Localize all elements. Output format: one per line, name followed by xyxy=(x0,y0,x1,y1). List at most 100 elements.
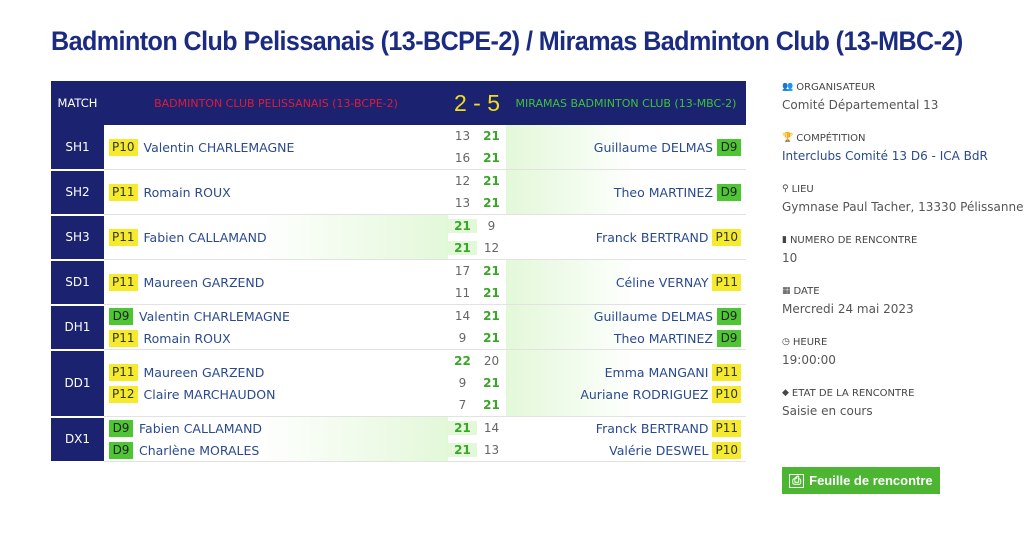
set-scores: 17 21 11 21 xyxy=(448,259,506,305)
set-scores: 12 21 13 21 xyxy=(448,169,506,215)
away-set-score: 21 xyxy=(483,286,500,300)
away-set-score: 20 xyxy=(483,354,500,368)
home-set-score: 12 xyxy=(454,174,471,188)
info-label-text: LIEU xyxy=(791,183,814,195)
player-name[interactable]: Maureen GARZEND xyxy=(143,274,265,290)
info-item-etat-de-la-rencontre: ◆ ETAT DE LA RENCONTRE Saisie en cours xyxy=(782,386,1022,419)
set-score-row: 21 14 xyxy=(448,417,506,439)
info-value: 10 xyxy=(782,251,798,265)
page-title: Badminton Club Pelissanais (13-BCPE-2) /… xyxy=(51,26,963,56)
info-label-text: DATE xyxy=(793,285,820,297)
away-players: Franck BERTRAND P10 xyxy=(506,214,746,260)
match-table: MATCH BADMINTON CLUB PELISSANAIS (13-BCP… xyxy=(51,81,746,463)
player-name[interactable]: Theo MARTINEZ xyxy=(613,184,713,200)
match-sheet-button[interactable]: ⎙ Feuille de rencontre xyxy=(782,467,940,494)
home-set-score: 21 xyxy=(448,443,477,457)
set-score-row: 13 21 xyxy=(448,192,506,214)
match-row-sh3: SH3 P11 Fabien CALLAMAND 21 9 21 12 Franck BERT… xyxy=(51,214,746,261)
rank-badge: D9 xyxy=(717,183,741,201)
home-players: P11 Maureen GARZEND xyxy=(104,259,448,305)
home-set-score: 13 xyxy=(454,129,471,143)
player-name[interactable]: Valentin CHARLEMAGNE xyxy=(139,308,290,324)
set-score-row: 16 21 xyxy=(448,147,506,169)
player-name[interactable]: Auriane RODRIGUEZ xyxy=(580,386,709,402)
player-entry: Guillaume DELMAS D9 xyxy=(506,136,746,158)
player-name[interactable]: Romain ROUX xyxy=(143,184,231,200)
match-code: SD1 xyxy=(51,259,104,306)
home-team-name[interactable]: BADMINTON CLUB PELISSANAIS (13-BCPE-2) xyxy=(104,81,448,125)
player-name[interactable]: Romain ROUX xyxy=(143,330,231,346)
player-name[interactable]: Theo MARTINEZ xyxy=(613,330,713,346)
info-value[interactable]: Interclubs Comité 13 D6 - ICA BdR xyxy=(782,149,988,163)
info-label-text: ETAT DE LA RENCONTRE xyxy=(791,387,915,399)
info-label: ◷ HEURE xyxy=(782,335,1022,349)
player-entry: Theo MARTINEZ D9 xyxy=(506,327,746,349)
player-name[interactable]: Fabien CALLAMAND xyxy=(139,420,263,436)
info-item-comp-tition: 🏆 COMPÉTITION Interclubs Comité 13 D6 - IC… xyxy=(782,131,1022,164)
away-set-score: 14 xyxy=(483,421,500,435)
table-header-row: MATCH BADMINTON CLUB PELISSANAIS (13-BCP… xyxy=(51,81,746,125)
away-players: Theo MARTINEZ D9 xyxy=(506,169,746,215)
rank-badge: P11 xyxy=(712,273,741,291)
trophy-icon: 🏆 xyxy=(782,133,794,143)
player-name[interactable]: Franck BERTRAND xyxy=(595,420,709,436)
player-entry: D9 Fabien CALLAMAND xyxy=(104,417,448,439)
home-set-score: 21 xyxy=(448,241,477,255)
home-set-score: 13 xyxy=(454,196,471,210)
info-value: Saisie en cours xyxy=(782,404,873,418)
away-players: Emma MANGANI P11 Auriane RODRIGUEZ P10 xyxy=(506,349,746,417)
player-name[interactable]: Maureen GARZEND xyxy=(143,364,265,380)
home-players: P11 Fabien CALLAMAND xyxy=(104,214,448,260)
info-label-text: COMPÉTITION xyxy=(796,132,866,144)
tag-icon: ◆ xyxy=(782,388,789,398)
player-name[interactable]: Fabien CALLAMAND xyxy=(143,229,267,245)
match-info-panel: 👥 ORGANISATEUR Comité Départemental 13 🏆 COM… xyxy=(782,80,1024,437)
bookmark-icon: ▮ xyxy=(782,235,787,245)
player-entry: Emma MANGANI P11 xyxy=(506,361,746,383)
home-set-score: 21 xyxy=(448,421,477,435)
away-players: Guillaume DELMAS D9 xyxy=(506,125,746,170)
rank-badge: D9 xyxy=(109,307,133,325)
home-players: D9 Valentin CHARLEMAGNE P11 Romain ROUX xyxy=(104,304,448,350)
player-entry: P10 Valentin CHARLEMAGNE xyxy=(104,136,448,158)
player-name[interactable]: Claire MARCHAUDON xyxy=(143,386,276,402)
set-scores: 13 21 16 21 xyxy=(448,125,506,170)
player-entry: P11 Romain ROUX xyxy=(104,181,448,203)
player-entry: Guillaume DELMAS D9 xyxy=(506,305,746,327)
info-value: Comité Départemental 13 xyxy=(782,98,939,112)
rank-badge: P10 xyxy=(712,441,741,459)
info-label-text: NUMERO DE RENCONTRE xyxy=(789,234,918,246)
player-entry: P11 Maureen GARZEND xyxy=(104,271,448,293)
player-name[interactable]: Charlène MORALES xyxy=(139,442,260,458)
away-set-score: 9 xyxy=(487,219,496,233)
rank-badge: P11 xyxy=(109,363,138,381)
match-code: DH1 xyxy=(51,304,104,351)
player-name[interactable]: Guillaume DELMAS xyxy=(593,308,713,324)
player-entry: P11 Romain ROUX xyxy=(104,327,448,349)
player-name[interactable]: Emma MANGANI xyxy=(604,364,709,380)
player-entry: Auriane RODRIGUEZ P10 xyxy=(506,383,746,405)
info-value: Gymnase Paul Tacher, 13330 Pélissanne xyxy=(782,200,1024,214)
set-scores: 21 9 21 12 xyxy=(448,214,506,260)
away-set-score: 21 xyxy=(483,398,500,412)
home-set-score: 17 xyxy=(454,264,471,278)
away-players: Franck BERTRAND P11 Valérie DESWEL P10 xyxy=(506,416,746,462)
player-name[interactable]: Franck BERTRAND xyxy=(595,229,709,245)
set-score-row: 9 21 xyxy=(448,327,506,349)
set-score-row: 11 21 xyxy=(448,282,506,304)
player-name[interactable]: Céline VERNAY xyxy=(615,274,709,290)
info-label-text: ORGANISATEUR xyxy=(796,81,876,93)
player-name[interactable]: Valérie DESWEL xyxy=(609,442,709,458)
info-label: ◆ ETAT DE LA RENCONTRE xyxy=(782,386,1022,400)
home-set-score: 21 xyxy=(448,219,477,233)
away-team-name[interactable]: MIRAMAS BADMINTON CLUB (13-MBC-2) xyxy=(506,81,746,125)
player-name[interactable]: Guillaume DELMAS xyxy=(593,139,713,155)
player-name[interactable]: Valentin CHARLEMAGNE xyxy=(143,139,295,155)
info-label: 🏆 COMPÉTITION xyxy=(782,131,1022,145)
player-entry: Theo MARTINEZ D9 xyxy=(506,181,746,203)
away-set-score: 21 xyxy=(483,151,500,165)
away-set-score: 21 xyxy=(483,309,500,323)
match-code: SH3 xyxy=(51,214,104,261)
map-marker-icon: ⚲ xyxy=(782,184,789,194)
away-set-score: 12 xyxy=(483,241,500,255)
